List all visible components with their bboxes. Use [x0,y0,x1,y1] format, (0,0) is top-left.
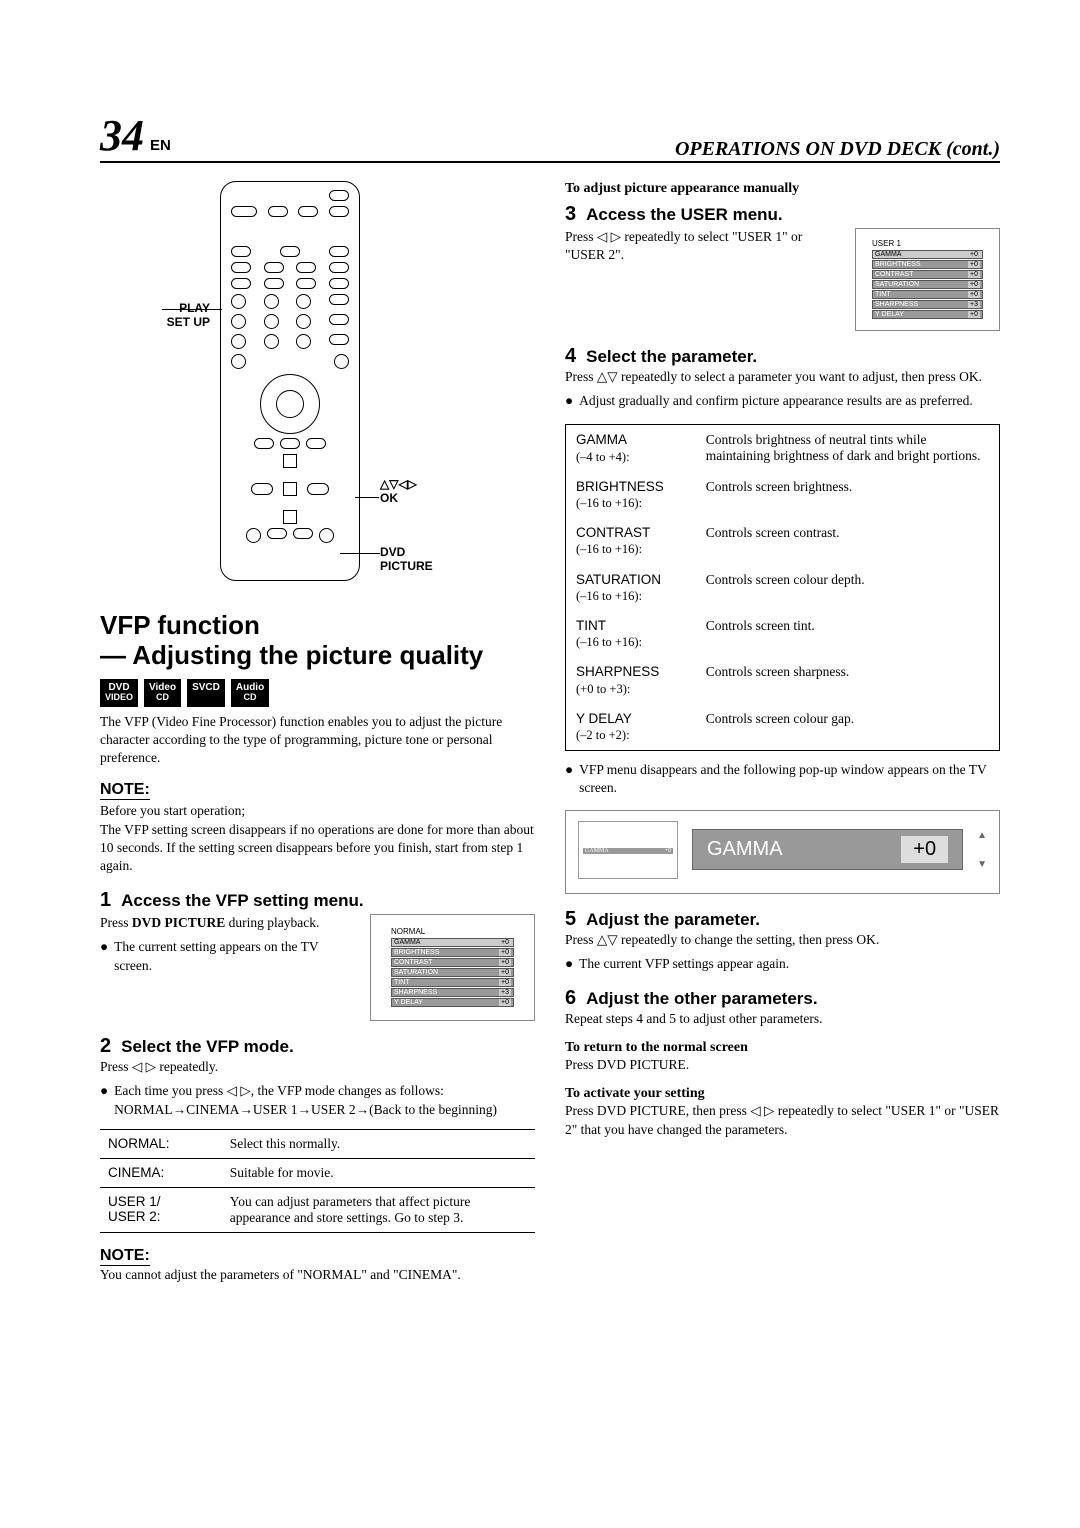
step-4-bullet: ●Adjust gradually and confirm picture ap… [565,392,1000,410]
param-row: BRIGHTNESS(–16 to +16):Controls screen b… [566,472,1000,518]
step-1-num: 1 [100,889,111,912]
return-body: Press DVD PICTURE. [565,1056,1000,1074]
vfp-menu-row: SATURATION+0 [872,280,983,289]
lang-code: EN [150,137,171,154]
format-badges: DVDVIDEOVideoCDSVCDAudioCD [100,679,535,707]
step-5-heading: 5 Adjust the parameter. [565,908,1000,931]
step-2-title: Select the VFP mode. [121,1037,294,1057]
return-heading: To return to the normal screen [565,1040,1000,1056]
label-play-setup: PLAY SET UP [100,301,210,329]
note-heading-2: NOTE: [100,1247,150,1266]
gamma-popup-mini: GAMMA+0 [578,821,678,879]
vfp-menu-row: Y DELAY+0 [391,998,514,1007]
gamma-arrows-icon: ▲▼ [977,830,987,870]
left-column: PLAY SET UP △▽◁▷ OK DVD PICTURE [100,181,535,1290]
param-row: Y DELAY(–2 to +2):Controls screen colour… [566,704,1000,751]
mode-row: NORMAL:Select this normally. [100,1129,535,1158]
vfp-menu-row: BRIGHTNESS+0 [391,948,514,957]
step-1-bullet: ●The current setting appears on the TV s… [100,938,356,974]
step-6-heading: 6 Adjust the other parameters. [565,987,1000,1010]
vfp-menu-row: GAMMA+0 [872,250,983,259]
param-row: SHARPNESS(+0 to +3):Controls screen shar… [566,657,1000,703]
vfp-menu-row: CONTRAST+0 [872,270,983,279]
step-1-line: Press DVD PICTURE during playback. [100,914,356,932]
label-ok: OK [380,491,398,505]
step-2-num: 2 [100,1035,111,1058]
right-column: To adjust picture appearance manually 3 … [565,181,1000,1290]
step-5-line: Press △▽ repeatedly to change the settin… [565,931,1000,949]
param-row: CONTRAST(–16 to +16):Controls screen con… [566,518,1000,564]
format-badge: DVDVIDEO [100,679,138,707]
note-2-body: You cannot adjust the parameters of "NOR… [100,1266,535,1284]
params-table: GAMMA(–4 to +4):Controls brightness of n… [565,424,1000,751]
step-4-num: 4 [565,345,576,368]
step-2-heading: 2 Select the VFP mode. [100,1035,535,1058]
vfp-menu-row: Y DELAY+0 [872,310,983,319]
format-badge: VideoCD [144,679,181,707]
step-4-heading: 4 Select the parameter. [565,345,1000,368]
main-heading-2: — Adjusting the picture quality [100,640,483,670]
step-1-title: Access the VFP setting menu. [121,891,363,911]
step-4-title: Select the parameter. [586,347,757,367]
step-3-heading: 3 Access the USER menu. [565,203,1000,226]
vfp-menu-row: SATURATION+0 [391,968,514,977]
label-arrows: △▽◁▷ [380,477,417,491]
vfp-menu-thumb-normal: NORMAL GAMMA+0BRIGHTNESS+0CONTRAST+0SATU… [370,914,535,1021]
param-row: GAMMA(–4 to +4):Controls brightness of n… [566,425,1000,472]
user-thumb-title: USER 1 [872,239,983,248]
main-heading: VFP function — Adjusting the picture qua… [100,611,535,671]
after-params-bullet: ●VFP menu disappears and the following p… [565,761,1000,797]
intro-text: The VFP (Video Fine Processor) function … [100,713,535,768]
mode-row: CINEMA:Suitable for movie. [100,1158,535,1187]
main-heading-1: VFP function [100,610,260,640]
format-badge: AudioCD [231,679,269,707]
vfp-menu-row: SHARPNESS+3 [391,988,514,997]
note-before: Before you start operation; [100,802,535,820]
activate-body: Press DVD PICTURE, then press ◁ ▷ repeat… [565,1102,1000,1138]
page-number: 34 [100,110,144,161]
param-row: SATURATION(–16 to +16):Controls screen c… [566,565,1000,611]
vfp-thumb-title: NORMAL [391,927,514,936]
step-5-bullet: ●The current VFP settings appear again. [565,955,1000,973]
vfp-menu-row: BRIGHTNESS+0 [872,260,983,269]
vfp-menu-row: GAMMA+0 [391,938,514,947]
step-5-num: 5 [565,908,576,931]
activate-heading: To activate your setting [565,1086,1000,1102]
step-1-heading: 1 Access the VFP setting menu. [100,889,535,912]
vfp-menu-thumb-user: USER 1 GAMMA+0BRIGHTNESS+0CONTRAST+0SATU… [855,228,1000,331]
step-3-title: Access the USER menu. [586,205,783,225]
label-dvd-picture: DVD PICTURE [380,545,433,573]
gamma-popup-box: GAMMA +0 [692,829,963,870]
step-3-num: 3 [565,203,576,226]
step-2-bullet: ●Each time you press ◁ ▷, the VFP mode c… [100,1082,535,1118]
step-2-line: Press ◁ ▷ repeatedly. [100,1058,535,1076]
vfp-menu-row: TINT+0 [872,290,983,299]
vfp-menu-row: CONTRAST+0 [391,958,514,967]
gamma-popup-value: +0 [901,836,948,863]
gamma-popup: GAMMA+0 GAMMA +0 ▲▼ [565,810,1000,894]
note-heading-1: NOTE: [100,781,150,800]
step-6-line: Repeat steps 4 and 5 to adjust other par… [565,1010,1000,1028]
param-row: TINT(–16 to +16):Controls screen tint. [566,611,1000,657]
vfp-menu-row: TINT+0 [391,978,514,987]
format-badge: SVCD [187,679,225,707]
mode-row: USER 1/ USER 2:You can adjust parameters… [100,1187,535,1232]
vfp-modes-table: NORMAL:Select this normally.CINEMA:Suita… [100,1129,535,1233]
page-header: 34 EN OPERATIONS ON DVD DECK (cont.) [100,110,1000,163]
step-6-title: Adjust the other parameters. [586,989,817,1009]
step-3-line: Press ◁ ▷ repeatedly to select "USER 1" … [565,228,841,264]
section-title: OPERATIONS ON DVD DECK (cont.) [675,138,1000,161]
remote-diagram: PLAY SET UP △▽◁▷ OK DVD PICTURE [100,181,535,611]
subhead-adjust-manually: To adjust picture appearance manually [565,181,1000,197]
step-4-line: Press △▽ repeatedly to select a paramete… [565,368,1000,386]
note-body: The VFP setting screen disappears if no … [100,821,535,876]
vfp-menu-row: SHARPNESS+3 [872,300,983,309]
gamma-popup-name: GAMMA [707,838,783,861]
step-6-num: 6 [565,987,576,1010]
step-5-title: Adjust the parameter. [586,910,760,930]
